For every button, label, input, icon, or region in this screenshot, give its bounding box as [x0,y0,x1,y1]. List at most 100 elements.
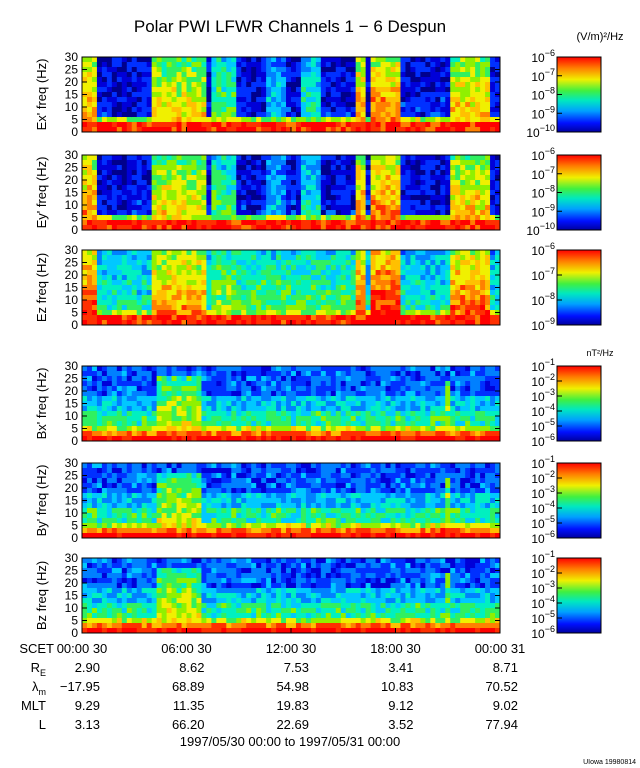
y-tick-label: 0 [71,318,78,332]
y-tick-label: 0 [71,531,78,545]
time-tick-label: 12:00 30 [266,641,317,656]
y-tick-label: 10 [65,198,79,212]
y-tick-label: 10 [65,601,79,615]
ephemeris-value: 70.52 [485,679,518,694]
colorbar-tick-label: 10−6 [531,624,555,641]
y-tick-label: 20 [65,75,79,89]
colorbar-tick-label: 10−10 [526,221,555,238]
colorbar-tick-label: 10−1 [531,357,555,374]
y-tick-label: 30 [65,359,79,373]
colorbar-tick-label: 10−5 [531,514,555,531]
colorbar-tick-label: 10−6 [531,432,555,449]
time-tick-label: 18:00 30 [370,641,421,656]
y-tick-label: 0 [71,434,78,448]
colorbar-tick-label: 10−8 [531,86,555,103]
y-tick-label: 0 [71,223,78,237]
ephemeris-value: 19.83 [276,698,309,713]
heatmap-cells [82,558,501,634]
colorbar-tick-label: 10−4 [531,594,555,611]
y-axis-label: By' freq (Hz) [34,465,49,537]
y-tick-label: 30 [65,456,79,470]
time-axis-labels: 00:00 30 06:00 30 12:00 30 18:00 30 00:00 31 [57,641,526,656]
colorbar-tick-label: 10−7 [531,67,555,84]
y-tick-label: 30 [65,243,79,257]
y-tick-label: 25 [65,469,79,483]
y-tick-label: 30 [65,148,79,162]
ephemeris-label: SCET [19,641,54,656]
colorbars: (V/m)²/Hz10−610−710−810−910−1010−610−710… [526,31,623,641]
ephemeris-value: 2.90 [75,660,100,675]
time-tick-label: 00:00 31 [475,641,526,656]
date-range: 1997/05/30 00:00 to 1997/05/31 00:00 [180,734,400,749]
colorbar-units: (V/m)²/Hz [576,31,623,43]
y-tick-label: 15 [65,397,79,411]
ephemeris-value: 77.94 [485,717,518,732]
y-tick-label: 10 [65,100,79,114]
y-tick-label: 15 [65,494,79,508]
colorbar-tick-label: 10−6 [531,241,555,258]
ephemeris-label: MLT [21,698,46,713]
ephemeris-value: 22.69 [276,717,309,732]
heatmap-cells [82,250,501,326]
ephemeris-value: 8.62 [179,660,204,675]
colorbar-1: (V/m)²/Hz 10−6 10−7 10−810−9 10−10 [526,31,623,140]
ephemeris-value: 9.29 [75,698,100,713]
colorbar-tick-label: 10−7 [531,165,555,182]
colorbar-tick-label: 10−3 [531,387,555,404]
y-tick-label: 20 [65,268,79,282]
y-tick-label: 25 [65,256,79,270]
y-tick-label: 15 [65,186,79,200]
y-axis-label: Bx' freq (Hz) [34,368,49,440]
y-tick-label: 10 [65,409,79,423]
y-tick-label: 0 [71,125,78,139]
y-tick-label: 5 [71,211,78,225]
y-tick-label: 20 [65,481,79,495]
ephemeris-label: λm [32,679,46,697]
ephemeris-value: 9.02 [493,698,518,713]
colorbar-tick-label: 10−10 [526,123,555,140]
y-tick-label: 25 [65,372,79,386]
ephemeris-value: 3.52 [388,717,413,732]
y-tick-label: 30 [65,551,79,565]
colorbar-tick-label: 10−1 [531,549,555,566]
colorbar-6: 10−110−210−310−410−510−6 [531,549,602,641]
y-tick-label: 5 [71,113,78,127]
time-tick-label: 00:00 30 [57,641,108,656]
y-axis-label: Ex' freq (Hz) [34,59,49,131]
y-tick-label: 20 [65,576,79,590]
y-tick-label: 5 [71,519,78,533]
ephemeris-value: 3.41 [388,660,413,675]
ephemeris-table: SCET RE 2.90 8.62 7.53 3.41 8.71 λm −17.95 68.89 5… [19,641,518,732]
y-tick-label: 20 [65,173,79,187]
footer-credit: UIowa 19980814 [583,759,636,766]
ephemeris-value: 11.35 [173,698,205,713]
y-tick-label: 5 [71,422,78,436]
colorbar-tick-label: 10−9 [531,104,555,121]
colorbar-tick-label: 10−1 [531,454,555,471]
colorbar-gradient [556,154,602,231]
colorbar-4: nT²/Hz 10−110−210−310−410−510−6 [531,348,614,449]
colorbar-gradient [556,249,602,326]
colorbar-gradient [556,557,602,634]
ephemeris-label: RE [31,660,46,678]
colorbar-gradient [556,365,602,442]
y-axis-label: Ez freq (Hz) [34,253,49,322]
y-tick-label: 25 [65,161,79,175]
colorbar-tick-label: 10−8 [531,291,555,308]
y-tick-label: 5 [71,614,78,628]
y-tick-label: 15 [65,88,79,102]
colorbar-5: 10−110−210−310−410−510−6 [531,454,602,546]
y-tick-label: 20 [65,384,79,398]
y-tick-label: 25 [65,564,79,578]
colorbar-tick-label: 10−5 [531,609,555,626]
colorbar-tick-label: 10−3 [531,484,555,501]
heatmap-cells [82,155,501,231]
heatmap-cells [82,366,501,442]
ephemeris-value: 8.71 [493,660,518,675]
